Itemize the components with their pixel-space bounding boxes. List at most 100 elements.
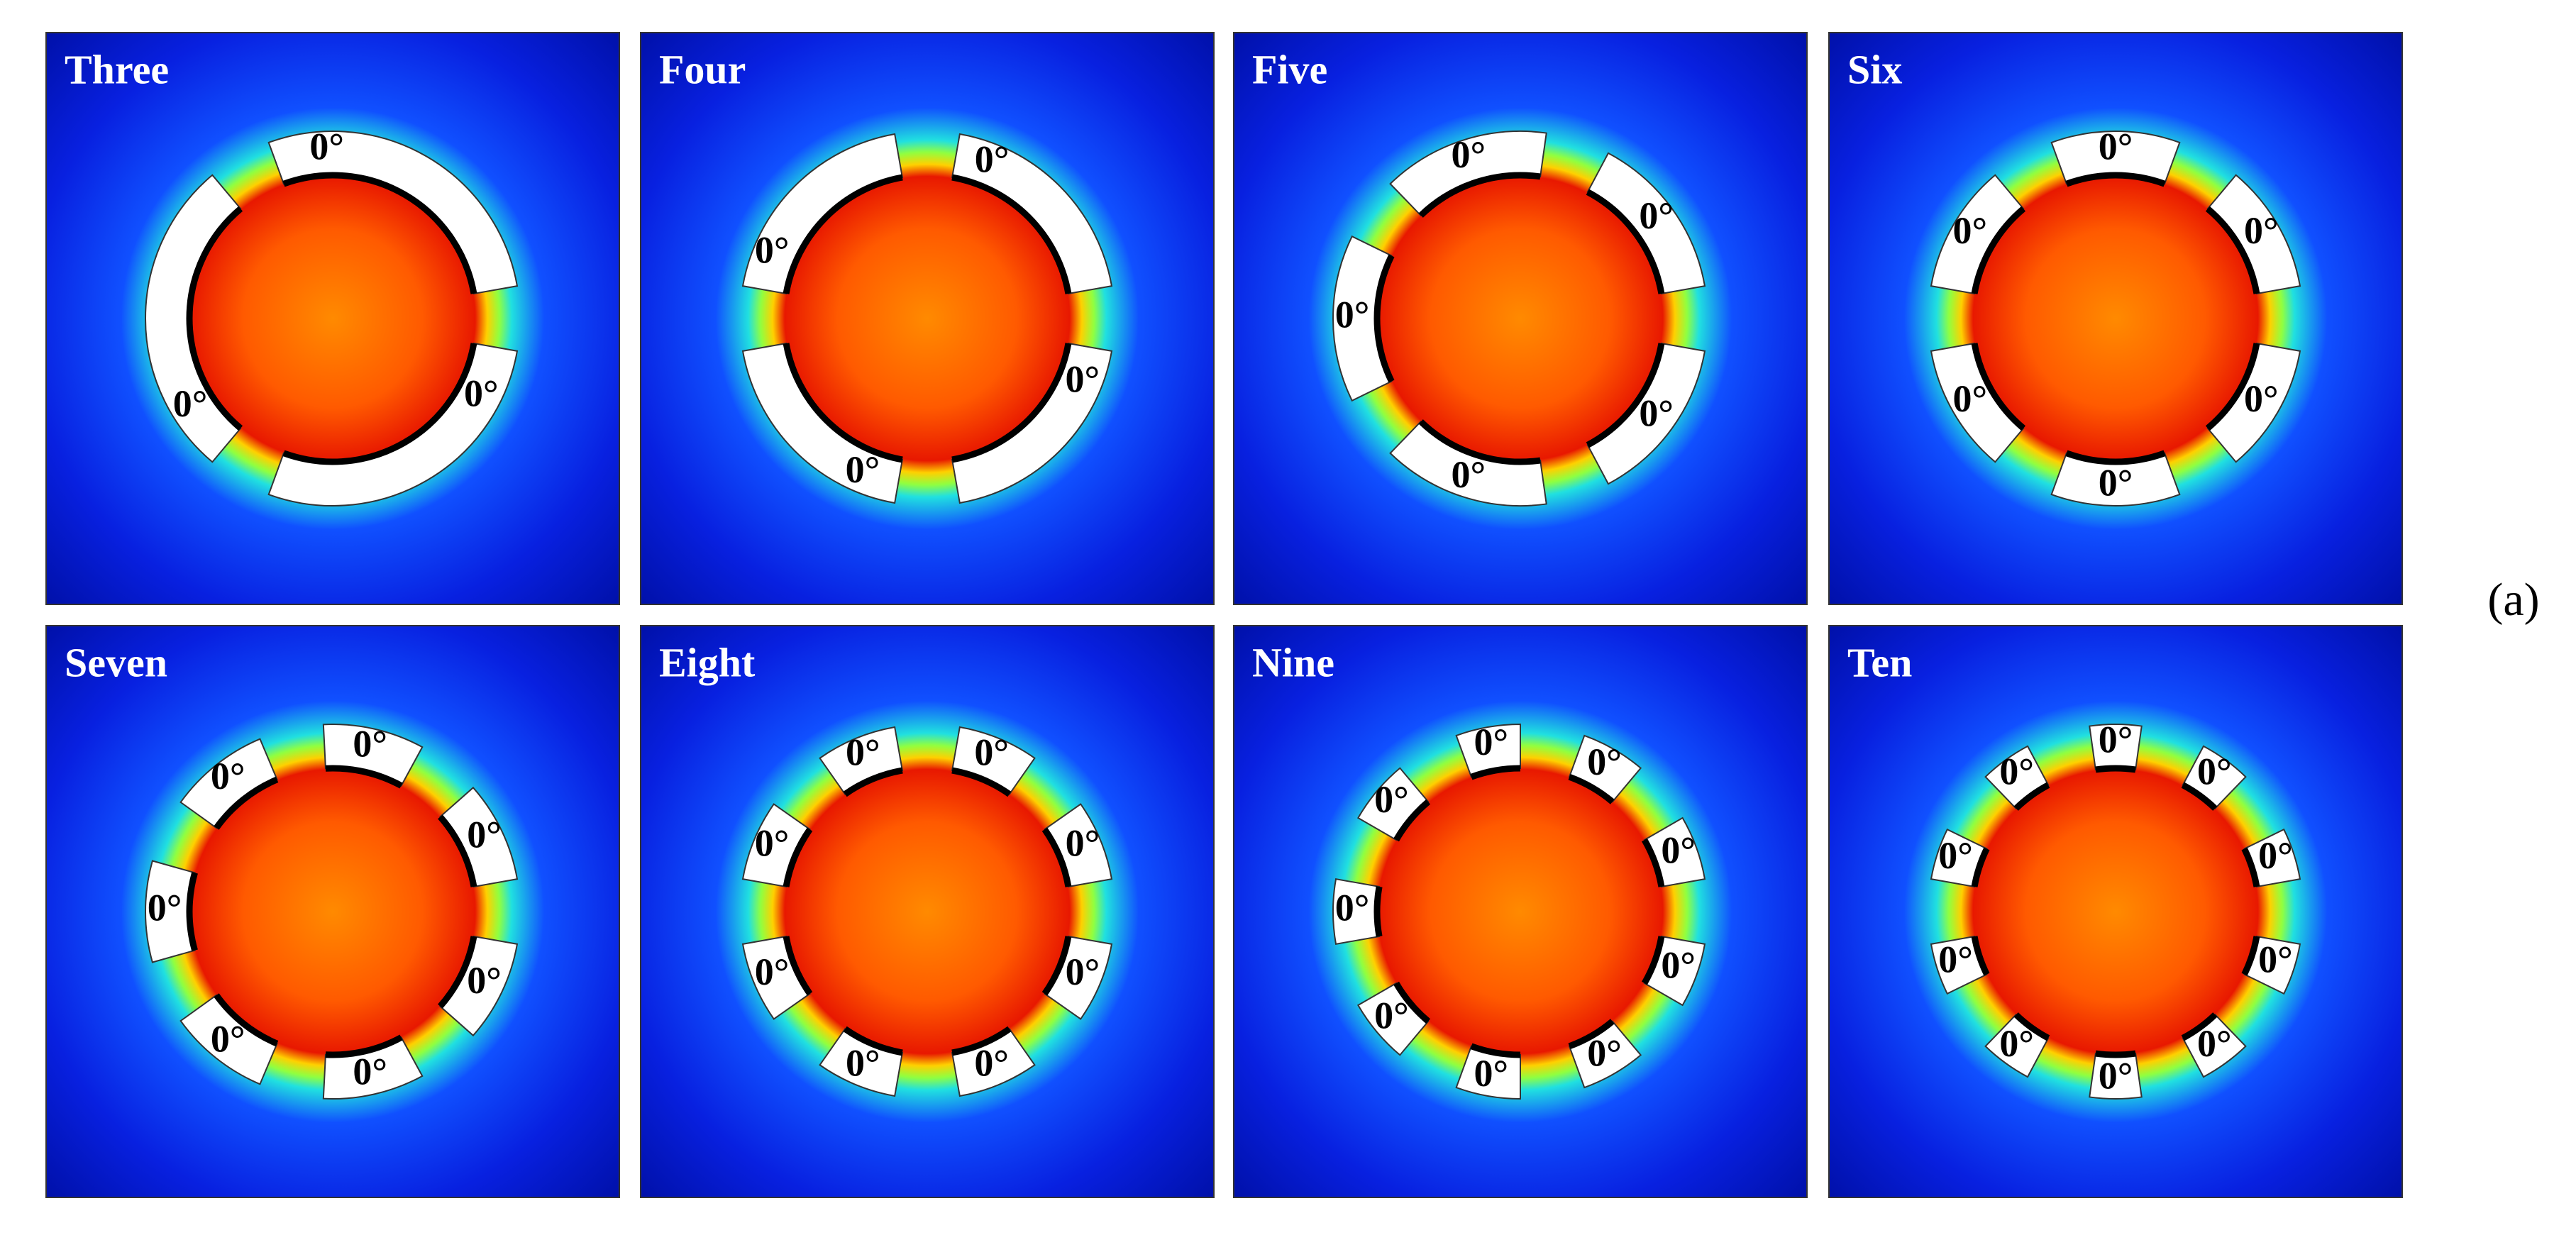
segment-edge — [1470, 1043, 1521, 1058]
segment-label: 0° — [1066, 951, 1100, 993]
panel: Eight 0° 0° 0° 0° 0° 0° 0° 0° — [640, 625, 1215, 1198]
segment-label: 0° — [1335, 293, 1370, 336]
segment-edge — [1568, 1019, 1615, 1050]
segment-edge — [951, 343, 1072, 463]
segment-label: 0° — [464, 372, 499, 415]
segment-edge — [2241, 936, 2260, 976]
segment-edge — [1971, 936, 1990, 976]
field-image — [45, 625, 620, 1198]
segment-label: 0° — [1661, 943, 1696, 986]
field-image — [45, 32, 620, 605]
field-image — [1828, 32, 2403, 605]
segment-label: 0° — [1639, 392, 1674, 435]
segment-label: 0° — [1587, 1032, 1622, 1075]
panel-label: Ten — [1847, 639, 1912, 685]
segment-edge — [2013, 782, 2050, 811]
panel-label: Eight — [659, 639, 756, 685]
segment-label: 0° — [2258, 834, 2293, 877]
segment-label: 0° — [2244, 377, 2279, 420]
segment-edge — [2065, 172, 2166, 187]
panel-label: Five — [1252, 46, 1327, 92]
segment-edge — [843, 767, 903, 797]
segment-edge — [783, 936, 813, 996]
segment-label: 0° — [1066, 822, 1100, 865]
segment-label: 0° — [755, 822, 790, 865]
segment-label: 0° — [2099, 461, 2133, 504]
segment-edge — [1041, 936, 1072, 996]
segment-edge — [951, 174, 1072, 294]
segment-label: 0° — [755, 228, 790, 271]
segment-label: 0° — [2099, 718, 2133, 760]
segment-edge — [1373, 254, 1395, 383]
segment-label: 0° — [1999, 751, 2034, 793]
segment-label: 0° — [846, 731, 880, 773]
segment-edge — [1418, 419, 1541, 465]
segment-edge — [1418, 172, 1541, 218]
segment-label: 0° — [2197, 1022, 2232, 1065]
segment-label: 0° — [2099, 1054, 2133, 1097]
segment-edge — [1586, 343, 1665, 448]
segment-edge — [951, 1026, 1012, 1056]
segment-edge — [783, 343, 903, 463]
segment-label: 0° — [846, 448, 880, 491]
segment-label: 0° — [1451, 453, 1486, 496]
figure-label: (a) — [2487, 574, 2539, 626]
segment-label: 0° — [309, 126, 344, 168]
segment-label: 0° — [1661, 829, 1696, 871]
segment-edge — [214, 993, 279, 1047]
field-image — [1233, 32, 1808, 605]
segment-label: 0° — [1065, 358, 1100, 400]
segment-label: 0° — [1938, 834, 1973, 877]
segment-edge — [783, 174, 903, 294]
segment-edge — [282, 343, 477, 465]
panel: Nine 0° 0° 0° 0° 0° 0° 0° 0° 0° — [1233, 625, 1808, 1198]
segment-edge — [325, 1034, 403, 1058]
panel: Three 0° 0° 0° — [45, 32, 620, 605]
segment-edge — [951, 767, 1012, 797]
segment-edge — [2181, 782, 2218, 811]
segment-label: 0° — [1639, 194, 1674, 237]
segment-edge — [2013, 1012, 2050, 1041]
segment-edge — [1971, 847, 1990, 887]
segment-label: 0° — [2197, 751, 2232, 793]
segment-label: 0° — [1587, 741, 1622, 783]
segment-edge — [2095, 765, 2136, 773]
segment-label: 0° — [2099, 125, 2133, 167]
segment-label: 0° — [148, 886, 182, 929]
segment-label: 0° — [1374, 778, 1409, 821]
segment-edge — [438, 936, 477, 1009]
segment-label: 0° — [211, 755, 245, 797]
panel-label: Six — [1847, 46, 1902, 92]
segment-label: 0° — [353, 1050, 387, 1092]
segment-label: 0° — [1474, 1052, 1509, 1095]
segment-edge — [186, 206, 243, 431]
segment-edge — [2065, 450, 2166, 465]
panel-label: Four — [659, 46, 746, 92]
segment-label: 0° — [974, 731, 1009, 773]
segment-edge — [2241, 847, 2260, 887]
segment-label: 0° — [173, 382, 208, 425]
segment-label: 0° — [1374, 995, 1409, 1037]
segment-edge — [2095, 1050, 2136, 1058]
segment-edge — [214, 776, 279, 830]
segment-edge — [1971, 206, 2026, 294]
panel: Five 0° 0° 0° 0° 0° — [1233, 32, 1808, 605]
segment-label: 0° — [1474, 721, 1509, 763]
segment-label: 0° — [353, 722, 387, 765]
segment-edge — [2205, 343, 2260, 431]
segment-label: 0° — [974, 1041, 1009, 1084]
segment-edge — [282, 172, 477, 294]
panel: Four 0° 0° 0° 0° — [640, 32, 1215, 605]
segment-edge — [2205, 206, 2260, 294]
segment-edge — [186, 872, 198, 951]
segment-label: 0° — [1952, 377, 1987, 420]
segment-label: 0° — [1999, 1022, 2034, 1065]
segment-edge — [1568, 773, 1615, 804]
segment-edge — [1642, 936, 1665, 985]
segment-edge — [843, 1026, 903, 1056]
panel-label: Seven — [65, 639, 167, 685]
segment-label: 0° — [1952, 209, 1987, 252]
segment-edge — [2181, 1012, 2218, 1041]
segment-label: 0° — [2258, 939, 2293, 981]
